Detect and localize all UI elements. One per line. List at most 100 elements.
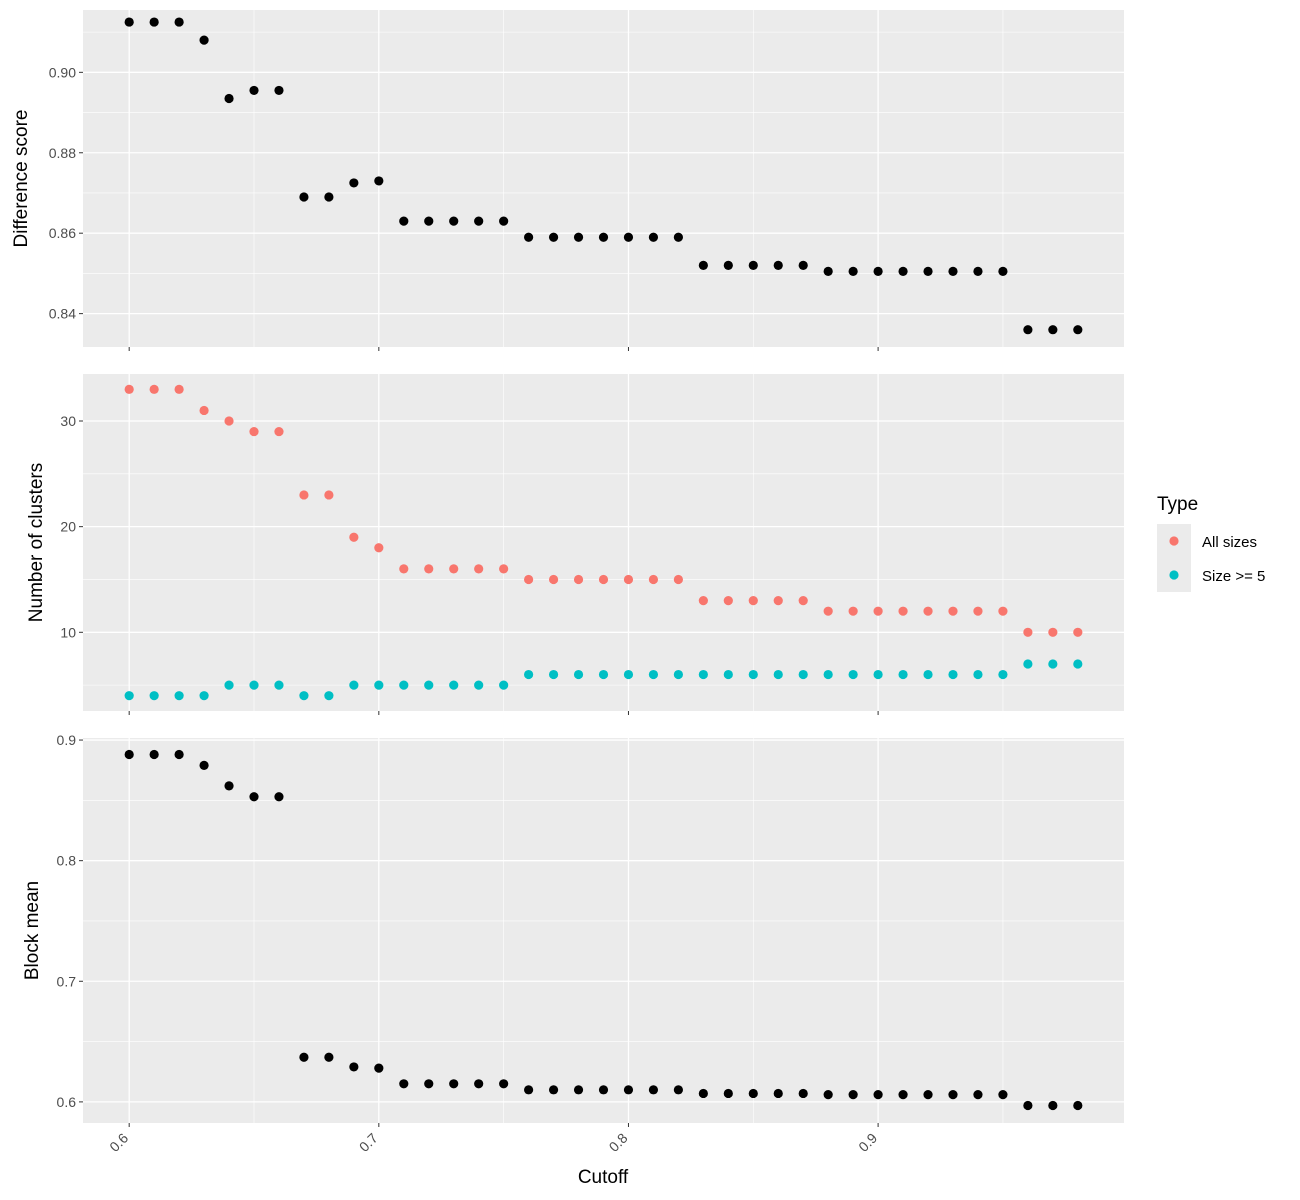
point-size-5 [623, 669, 634, 680]
point-all-sizes [898, 606, 908, 616]
point-series-1 [873, 1090, 883, 1100]
point-all-sizes [199, 405, 209, 416]
panel-2-points [124, 384, 1083, 701]
point-size-5 [948, 669, 958, 680]
y-tick-label-20: 20 [60, 519, 76, 535]
point-all-sizes [698, 596, 708, 606]
point-size-5 [698, 669, 708, 680]
point-series-1 [923, 1090, 933, 1100]
point-size-5 [1023, 659, 1033, 669]
point-series-1 [848, 1090, 858, 1100]
point-series-1 [598, 232, 609, 242]
panel-1-background [83, 10, 1124, 347]
point-all-sizes [598, 574, 609, 585]
point-size-5 [1073, 659, 1083, 669]
point-size-5 [174, 691, 184, 701]
point-all-sizes [548, 574, 559, 585]
point-size-5 [324, 691, 334, 701]
legend-key-all-sizes [1169, 536, 1179, 546]
point-series-1 [848, 266, 858, 276]
point-series-1 [998, 266, 1008, 276]
panel-1-points [124, 17, 1083, 335]
point-series-1 [399, 1079, 409, 1089]
legend-title: Type [1157, 494, 1198, 515]
point-size-5 [449, 680, 459, 690]
point-series-1 [973, 1090, 983, 1100]
point-all-sizes [998, 606, 1008, 616]
point-series-1 [798, 260, 808, 270]
point-series-1 [648, 1085, 659, 1095]
point-series-1 [998, 1090, 1008, 1100]
point-all-sizes [324, 490, 334, 500]
point-series-1 [1073, 1100, 1083, 1111]
point-series-1 [474, 1079, 484, 1089]
point-series-1 [299, 192, 309, 202]
point-series-1 [773, 260, 783, 270]
point-size-5 [374, 680, 384, 690]
legend-key-size-5 [1169, 570, 1179, 580]
panel-2-background [83, 374, 1124, 711]
point-series-1 [474, 216, 484, 226]
point-size-5 [723, 669, 733, 680]
point-series-1 [124, 749, 134, 760]
point-series-1 [349, 178, 359, 188]
panel-number-of-clusters: 10 20 30 Number of clusters [26, 374, 1124, 715]
point-size-5 [224, 680, 234, 690]
y-tick-label-0-6: 0.6 [57, 1094, 77, 1110]
point-all-sizes [124, 384, 134, 394]
point-series-1 [1023, 325, 1033, 335]
point-series-1 [499, 216, 509, 226]
point-series-1 [948, 1090, 958, 1100]
point-series-1 [1048, 325, 1058, 335]
point-size-5 [598, 669, 609, 680]
point-series-1 [174, 749, 184, 760]
point-size-5 [548, 669, 559, 680]
point-all-sizes [648, 574, 659, 585]
point-series-1 [249, 792, 259, 802]
point-series-1 [548, 232, 559, 242]
point-series-1 [898, 1090, 908, 1100]
point-all-sizes [149, 384, 159, 394]
point-series-1 [823, 1090, 833, 1100]
point-series-1 [723, 260, 733, 270]
point-size-5 [573, 669, 584, 680]
point-series-1 [424, 216, 434, 226]
point-series-1 [324, 192, 334, 202]
point-series-1 [449, 1079, 459, 1089]
point-series-1 [748, 1088, 758, 1099]
point-series-1 [274, 85, 284, 96]
point-all-sizes [499, 564, 509, 574]
point-series-1 [573, 1085, 584, 1095]
point-all-sizes [823, 606, 833, 616]
y-tick-label-0-84: 0.84 [49, 306, 76, 322]
point-series-1 [573, 232, 584, 242]
point-series-1 [424, 1079, 434, 1089]
point-all-sizes [723, 596, 733, 606]
point-series-1 [449, 216, 459, 226]
point-series-1 [623, 232, 634, 242]
point-size-5 [923, 669, 933, 680]
point-size-5 [199, 691, 209, 701]
y-tick-label-0-8: 0.8 [57, 853, 77, 869]
point-size-5 [299, 691, 309, 701]
point-series-1 [224, 93, 234, 104]
point-size-5 [474, 680, 484, 690]
point-series-1 [124, 17, 134, 27]
y-tick-label-10: 10 [60, 624, 76, 640]
y-axis-title-difference-score: Difference score [11, 110, 32, 248]
point-series-1 [948, 266, 958, 276]
point-all-sizes [274, 426, 284, 437]
point-series-1 [349, 1062, 359, 1072]
y-tick-label-0-90: 0.90 [49, 64, 76, 80]
point-series-1 [1048, 1100, 1058, 1111]
point-size-5 [1048, 659, 1058, 669]
point-all-sizes [923, 606, 933, 616]
point-all-sizes [349, 532, 359, 542]
point-series-1 [673, 1085, 683, 1095]
point-size-5 [424, 680, 434, 690]
point-series-1 [199, 760, 209, 770]
point-all-sizes [174, 384, 184, 394]
x-axis-title: Cutoff [578, 1167, 629, 1188]
point-series-1 [274, 792, 284, 802]
point-all-sizes [524, 574, 534, 585]
